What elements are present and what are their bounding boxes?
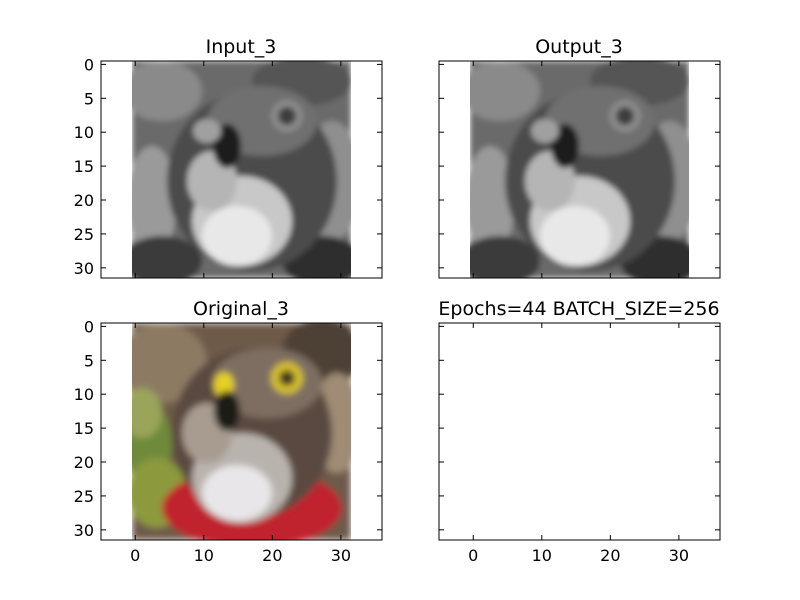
y-tick-label: 0 (84, 317, 94, 336)
x-tick-label: 20 (262, 546, 282, 565)
subplot-original: Original_3 0 10 20 30 0 5 10 15 20 25 30 (74, 298, 383, 565)
y-tick-label: 25 (74, 487, 94, 506)
image-output (470, 61, 689, 278)
x-tick-label: 30 (669, 546, 689, 565)
y-tick-label: 30 (74, 259, 94, 278)
x-tick-label: 0 (468, 546, 478, 565)
x-tick-label: 10 (194, 546, 214, 565)
subplot-input: Input_3 0 5 10 15 20 25 30 (74, 36, 383, 279)
y-tick-label: 25 (74, 225, 94, 244)
y-tick-label: 20 (74, 191, 94, 210)
subplot-title: Original_3 (193, 298, 289, 320)
x-tick-label: 0 (130, 546, 140, 565)
y-tick-label: 20 (74, 453, 94, 472)
y-tick-label: 30 (74, 521, 94, 540)
subplot-title: Output_3 (535, 36, 623, 58)
image-original (132, 323, 351, 540)
subplot-title: Input_3 (206, 36, 277, 58)
y-tick-label: 0 (84, 55, 94, 74)
y-tick-label: 15 (74, 419, 94, 438)
subplot-title: Epochs=44 BATCH_SIZE=256 (438, 298, 719, 320)
subplot-output: Output_3 (438, 36, 721, 279)
x-tick-label: 10 (532, 546, 552, 565)
y-tick-label: 10 (74, 385, 94, 404)
y-tick-label: 5 (84, 351, 94, 370)
x-tick-label: 20 (600, 546, 620, 565)
y-tick-label: 5 (84, 89, 94, 108)
subplot-training-info: Epochs=44 BATCH_SIZE=256 0 10 20 30 (438, 298, 721, 565)
y-tick-label: 10 (74, 123, 94, 142)
y-tick-label: 15 (74, 157, 94, 176)
x-tick-label: 30 (331, 546, 351, 565)
image-input (132, 61, 351, 278)
